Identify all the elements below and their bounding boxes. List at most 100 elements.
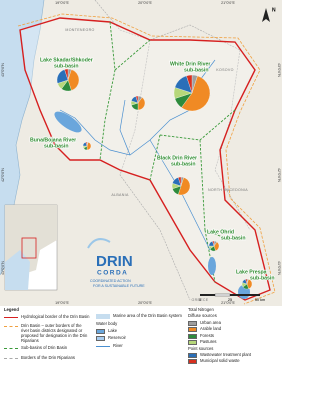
swatch [4, 316, 18, 322]
legend-label: Marine area of the Drin Basin system [113, 313, 182, 318]
scale-label: 25 [228, 298, 232, 302]
coord-label: 42°0'0"N [1, 168, 5, 182]
subbasin-borders [99, 21, 236, 283]
swatch [188, 327, 197, 333]
inset-extent [21, 237, 37, 259]
country-label: KOSOVO [216, 68, 233, 72]
legend-item: Pastures [188, 339, 280, 346]
subbasin-label: White Drin River [170, 61, 210, 67]
swatch [96, 314, 110, 319]
coord-label: 20°0'0"E [138, 1, 152, 5]
legend-item: Marine area of the Drin Basin system [96, 313, 182, 319]
swatch [188, 320, 197, 326]
pie-slice [186, 74, 193, 94]
subbasin-label: Lake Skadar/Shkoder [40, 57, 93, 63]
country-label: GREECE [192, 298, 209, 302]
legend-label: Point sources [188, 345, 214, 351]
outer-border [17, 13, 276, 305]
legend-item: Lake [96, 327, 182, 334]
lake-ohrid [208, 257, 216, 275]
pie-slice [85, 141, 88, 147]
pie-slice [67, 69, 80, 91]
subbasin-label: Lake Ohrid [207, 229, 234, 235]
scale-label: 0 [199, 298, 201, 302]
subbasin-label: sub-basin [250, 275, 275, 281]
coord-label: 21°0'0"E [221, 1, 235, 5]
legend-item: Arable land [188, 326, 280, 333]
scale-label: 50 km [255, 298, 265, 302]
subbasin-label: sub-basin [54, 63, 79, 69]
legend-item: Wastewater treatment plant [188, 351, 280, 358]
subbasin-label: sub-basin [44, 143, 69, 149]
legend-item: Forests [188, 333, 280, 339]
pie-slice [64, 68, 69, 81]
swatch [4, 348, 18, 353]
legend: Legend Hydrological border of the Drin B… [0, 306, 282, 400]
subbasin-label: sub-basin [184, 67, 209, 73]
legend-label: Lake [108, 327, 118, 333]
swatch [188, 333, 197, 339]
legend-item: Municipal solid waste [188, 358, 280, 365]
subbasin-label: Lake Prespa [236, 269, 267, 275]
lake-skadar [54, 111, 82, 133]
coord-label: 19°0'0"E [55, 301, 69, 305]
legend-item: Reservoir [96, 335, 182, 342]
legend-label: Hydrological border of the Drin Basin [21, 313, 90, 319]
legend-item: Hydrological border of the Drin Basin [4, 313, 90, 322]
legend-item: Drin Basin – outer borders of the river … [4, 323, 90, 343]
country-borders [94, 0, 251, 301]
coord-label: 43°0'0"N [1, 63, 5, 77]
legend-label: Municipal solid waste [200, 358, 240, 364]
swatch [96, 336, 105, 342]
subbasin-label: Buna/Bojana River [30, 137, 76, 143]
swatch [188, 352, 197, 358]
logo-corda: CORDA [97, 270, 128, 277]
legend-label: Wastewater treatment plant [200, 351, 252, 357]
legend-title: Legend [4, 307, 19, 312]
legend-label: River [113, 342, 123, 348]
scale-bar [214, 293, 231, 297]
logo-wave [87, 238, 111, 249]
north-arrow [262, 8, 270, 22]
coord-label: 20°0'0"E [138, 301, 152, 305]
legend-item: Borders of the Drin Riparians [4, 354, 90, 363]
legend-label: Drin Basin – outer borders of the river … [21, 323, 88, 343]
subbasin-label: Black Drin River [157, 155, 197, 161]
pie-slice [178, 177, 191, 196]
swatch [4, 326, 18, 331]
subbasin-label: sub-basin [221, 235, 246, 241]
legend-item: River [96, 342, 182, 351]
logo-tagline: COORDINATED ACTION [90, 279, 131, 283]
logo-drin: DRIN [96, 253, 133, 270]
coord-label: 41°0'0"N [1, 261, 5, 275]
coord-label: 43°0'0"N [277, 63, 281, 77]
scale-bar [230, 294, 260, 296]
legend-label: Pastures [200, 339, 217, 345]
pie-slice [135, 95, 139, 104]
legend-col: Total Nitrogen Diffuse sources Urban area… [188, 307, 280, 366]
legend-label: Sub-basins of Drin Basin [21, 345, 68, 351]
pie-slice [178, 176, 182, 187]
subbasin-label: sub-basin [171, 161, 196, 167]
coord-label: 19°0'0"E [55, 1, 69, 5]
legend-label: Total Nitrogen [188, 307, 214, 312]
legend-label: Urban area [200, 319, 221, 325]
legend-label: Reservoir [108, 335, 126, 341]
legend-col: Legend Hydrological border of the Drin B… [4, 307, 90, 365]
page: 19°0'0"E 19°0'0"E 20°0'0"E 20°0'0"E 21°0'0"E… [0, 0, 282, 400]
coord-label: 21°0'0"E [221, 301, 235, 305]
country-label: ALBANIA [111, 193, 129, 197]
legend-col: Marine area of the Drin Basin system Wat… [96, 308, 182, 353]
pie-slice [212, 240, 215, 247]
coord-label: 42°0'0"N [277, 168, 281, 182]
legend-label: Arable land [200, 326, 222, 332]
legend-label: Borders of the Drin Riparians [21, 354, 75, 360]
inset-sea [5, 250, 30, 290]
coord-label: 41°0'0"N [277, 261, 281, 275]
legend-label: Water body [96, 320, 118, 326]
legend-item: Water body [96, 320, 182, 327]
pie-charts [56, 68, 253, 290]
swatch [96, 345, 110, 351]
legend-label: Diffuse sources [188, 313, 217, 319]
scale-bar [200, 294, 215, 296]
